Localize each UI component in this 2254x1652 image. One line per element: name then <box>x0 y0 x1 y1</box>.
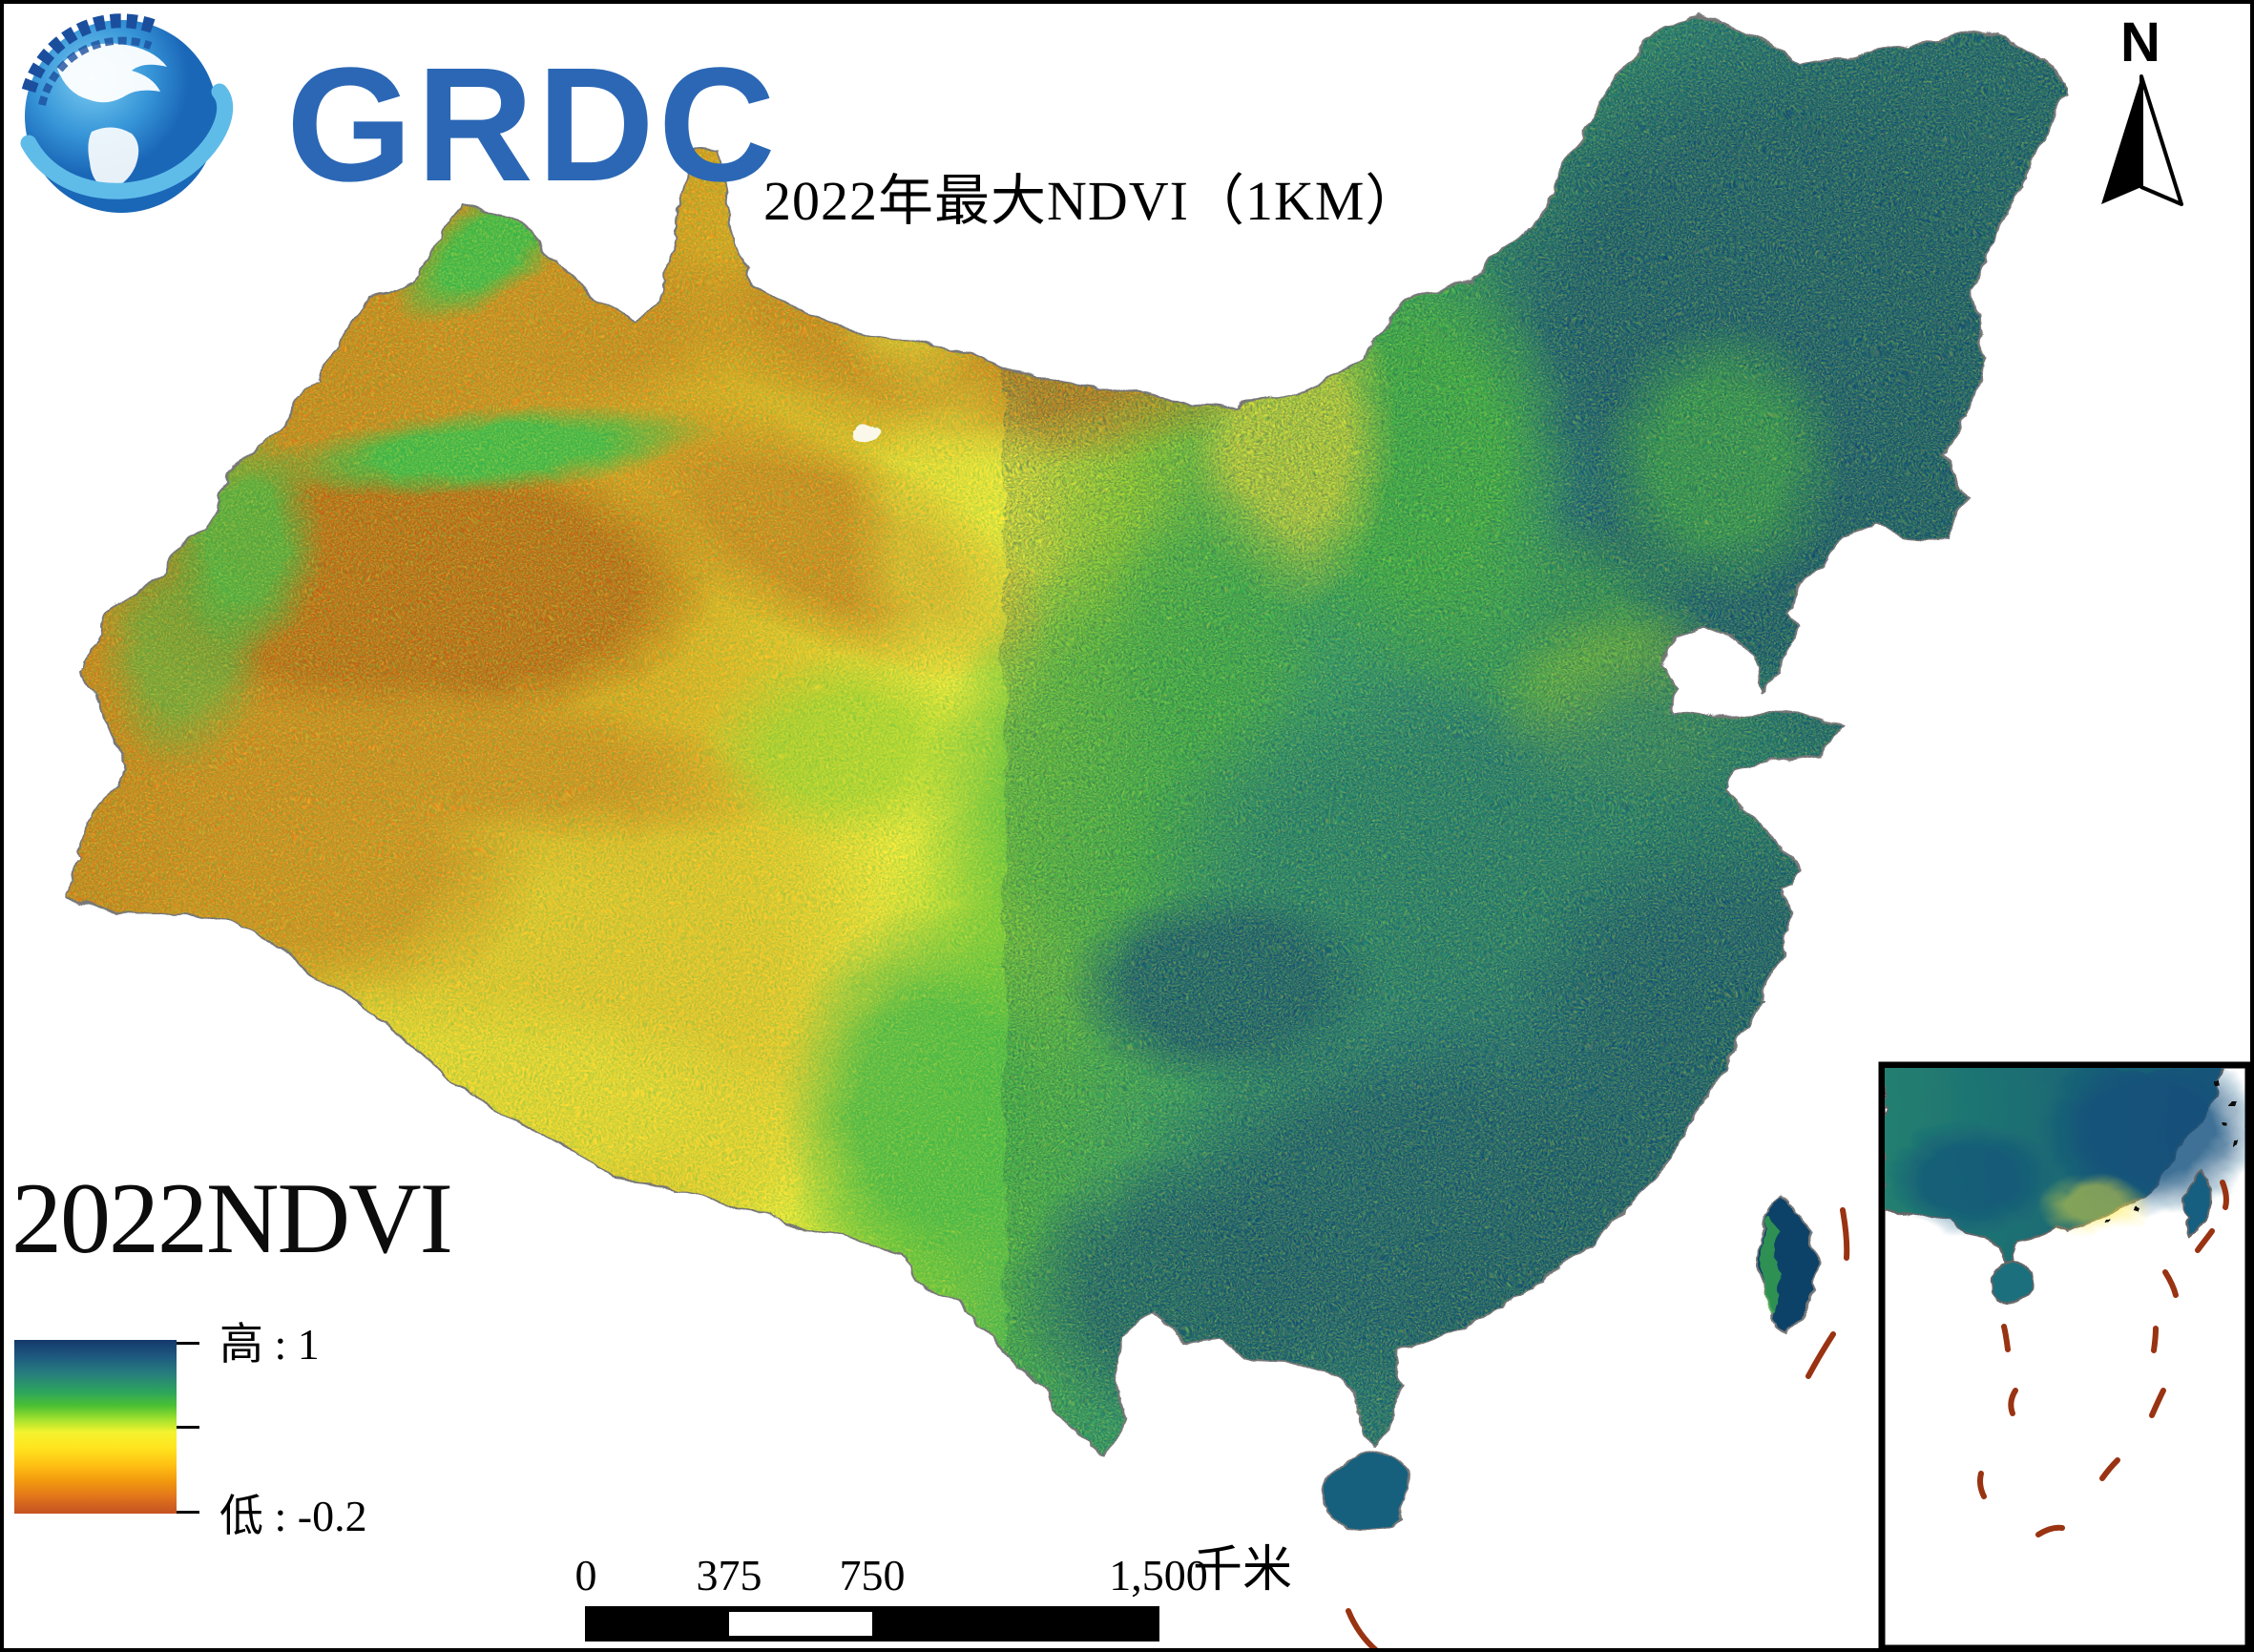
legend-low-label: 低 : -0.2 <box>219 1492 367 1540</box>
legend-tick-middle <box>177 1426 199 1429</box>
scalebar-label-1500: 1,500 <box>1109 1551 1208 1600</box>
grdc-logo-text: GRDC <box>286 34 780 216</box>
inset-hainan <box>1985 1257 2032 1299</box>
hainan-island <box>1319 1450 1409 1529</box>
scalebar <box>585 1606 1159 1642</box>
inset-nine-dash-line <box>1977 1180 2229 1537</box>
legend-tick-bottom <box>177 1511 199 1514</box>
lake <box>847 420 876 437</box>
legend-title: 2022NDVI <box>11 1162 453 1274</box>
inset-map <box>1878 1061 2252 1652</box>
inset-taiwan <box>2179 1170 2211 1232</box>
inset-islets <box>2103 1078 2234 1225</box>
china-coastline <box>60 12 2062 1455</box>
scalebar-label-750: 750 <box>839 1551 906 1600</box>
grdc-logo-globe-icon <box>20 13 234 213</box>
north-label: N <box>2120 11 2160 73</box>
scalebar-label-375: 375 <box>696 1551 762 1600</box>
legend-tick-top <box>177 1342 199 1345</box>
legend-colorbar <box>14 1340 177 1514</box>
scalebar-unit-label: 千米 <box>1193 1543 1293 1598</box>
north-arrow-icon <box>2101 74 2183 206</box>
scalebar-label-0: 0 <box>574 1551 597 1600</box>
legend-high-label: 高 : 1 <box>219 1320 320 1369</box>
map-title: 2022年最大NDVI（1KM） <box>763 170 1422 232</box>
taiwan-island <box>1756 1191 1815 1334</box>
